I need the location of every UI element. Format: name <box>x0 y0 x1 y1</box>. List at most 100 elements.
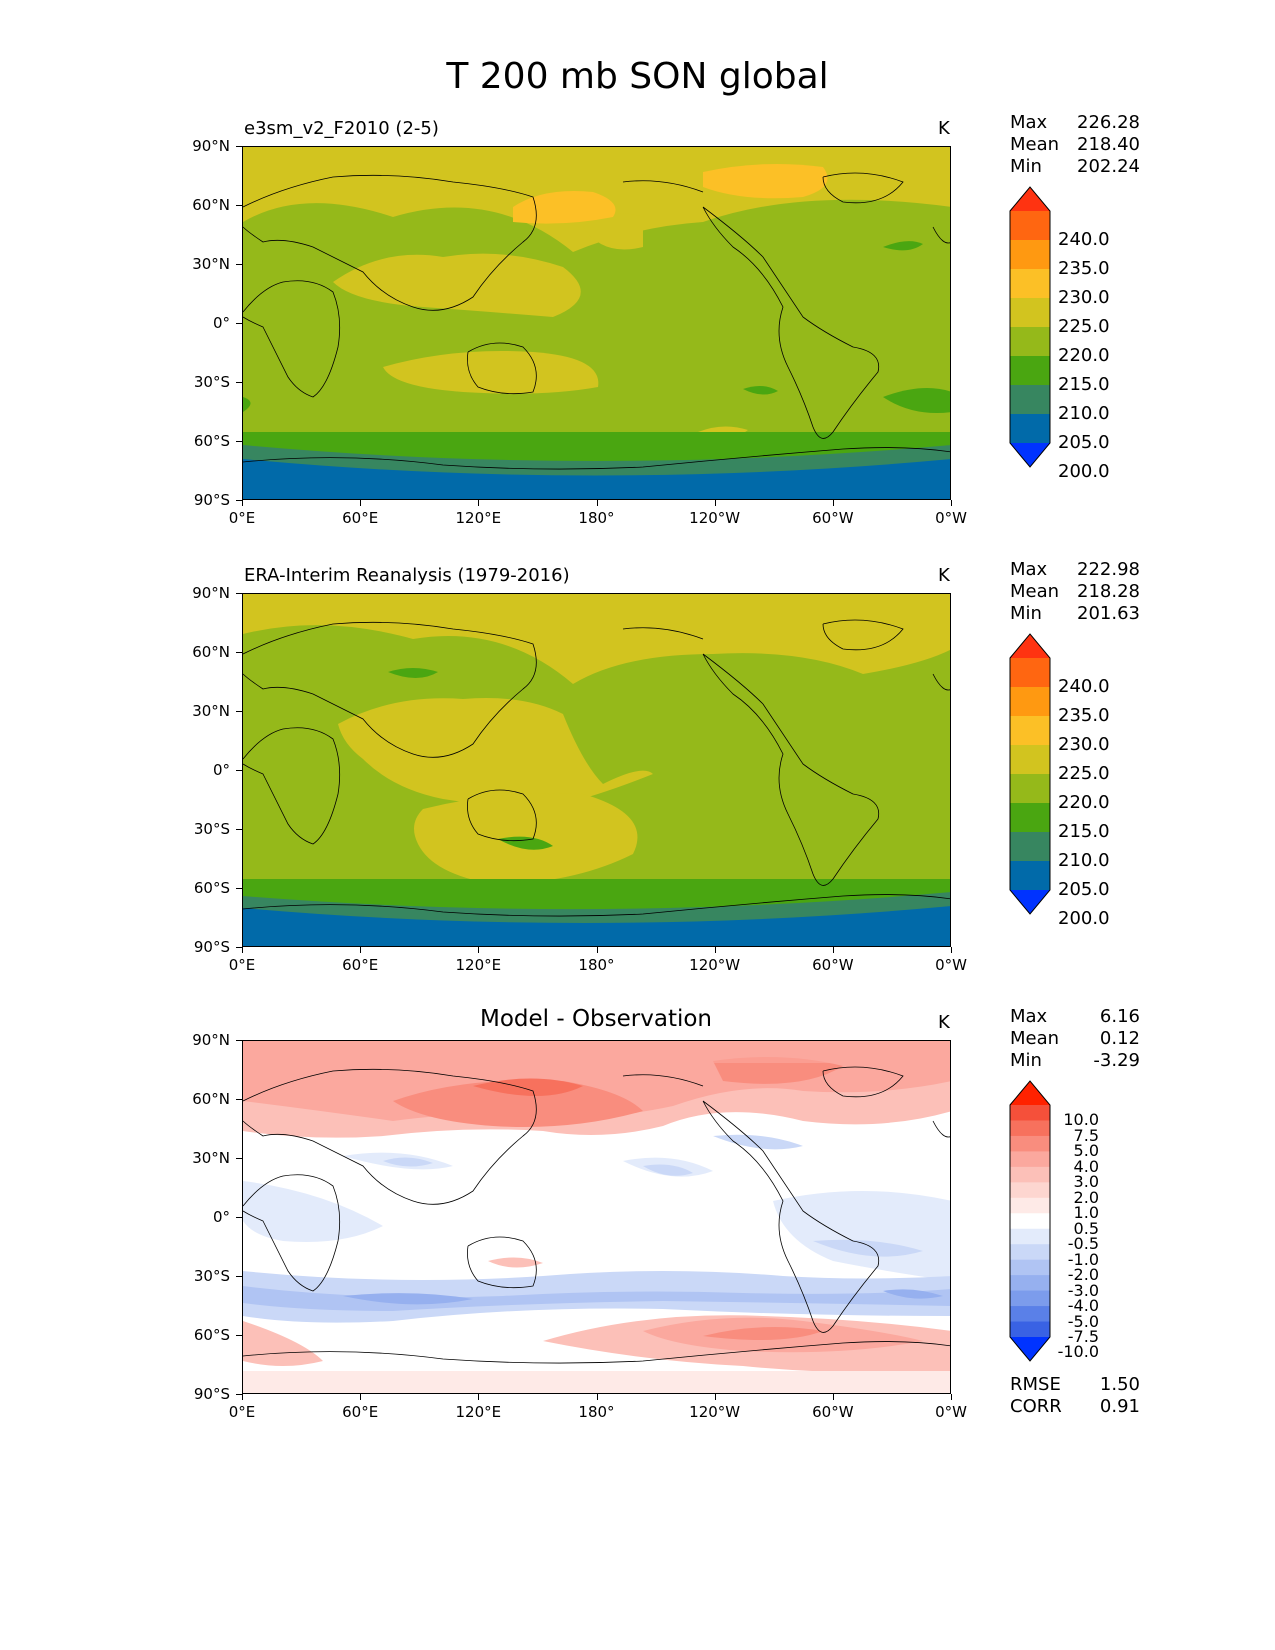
colorbar-tick-label: -0.5 <box>1067 1234 1099 1254</box>
x-tick-mark <box>478 1394 480 1400</box>
x-tick-mark <box>478 500 480 506</box>
colorbar-tick-label: 1.0 <box>1073 1203 1099 1223</box>
map-plot-difference <box>242 1040 951 1394</box>
stat-min-label: Min <box>1010 1050 1042 1071</box>
x-tick-label: 60°W <box>812 1403 854 1421</box>
stat-min-value: 202.24 <box>1077 156 1140 177</box>
map-plot-observation <box>242 593 951 947</box>
x-tick-mark <box>242 947 243 953</box>
colorbar-extend-max <box>1010 1081 1050 1105</box>
stat-min-label: Min <box>1010 156 1042 177</box>
stat-max-value: 6.16 <box>1099 1006 1140 1027</box>
colorbar-segment <box>1010 1228 1050 1245</box>
x-tick-label: 120°E <box>455 1403 502 1421</box>
colorbar-segment <box>1010 1244 1050 1261</box>
y-tick-label: 90°N <box>192 1031 230 1049</box>
stat-mean-label: Mean <box>1010 581 1060 602</box>
x-tick-mark <box>832 500 834 506</box>
colorbar-segment <box>1010 1182 1050 1199</box>
colorbar-tick-label: -4.0 <box>1067 1296 1099 1316</box>
colorbar-segment <box>1010 658 1050 688</box>
main-title: T 200 mb SON global <box>446 56 829 97</box>
colorbar-segment <box>1010 803 1050 833</box>
colorbar-tick-label: -2.0 <box>1067 1265 1099 1285</box>
x-tick-mark <box>832 1394 834 1400</box>
x-tick-label: 0°W <box>935 956 967 974</box>
y-tick-label: 60°S <box>193 432 230 450</box>
colorbar-tick-label: -10.0 <box>1057 1342 1099 1362</box>
rmse-value: 1.50 <box>1099 1374 1140 1395</box>
colorbar-tick-label: 200.0 <box>1058 461 1110 482</box>
stat-mean-label: Mean <box>1010 134 1060 155</box>
x-tick-mark <box>242 1394 243 1400</box>
y-tick-mark <box>236 264 242 265</box>
stat-mean-value: 0.12 <box>1099 1028 1140 1049</box>
x-tick-label: 120°W <box>689 1403 741 1421</box>
y-tick-mark <box>236 323 242 324</box>
x-tick-label: 0°E <box>228 956 256 974</box>
colorbar-extend-max <box>1010 634 1050 658</box>
colorbar-tick-label: 235.0 <box>1058 258 1110 279</box>
colorbar-outline <box>1009 1080 1051 1362</box>
y-tick-mark <box>236 711 242 712</box>
colorbar-segment <box>1010 327 1050 357</box>
y-tick-mark <box>236 1217 242 1218</box>
colorbar-outline <box>1009 633 1051 915</box>
colorbar-segment <box>1010 1197 1050 1214</box>
stat-max-value: 226.28 <box>1077 112 1140 133</box>
x-tick-mark <box>596 500 598 506</box>
x-tick-label: 0°W <box>935 509 967 527</box>
colorbar-segment <box>1010 1275 1050 1292</box>
map-plot-model <box>242 146 951 500</box>
x-tick-mark <box>714 1394 716 1400</box>
y-tick-mark <box>236 500 242 501</box>
units-label: K <box>938 118 950 139</box>
y-tick-label: 0° <box>212 761 230 779</box>
colorbar-extend-min <box>1010 443 1050 467</box>
units-label: K <box>938 565 950 586</box>
x-tick-mark <box>360 947 362 953</box>
x-tick-label: 0°W <box>935 1403 967 1421</box>
colorbar-tick-label: 230.0 <box>1058 734 1110 755</box>
colorbar-segment <box>1010 1306 1050 1323</box>
colorbar-extend-max <box>1010 187 1050 211</box>
skill-scores: RMSE 1.50 CORR 0.91 <box>1010 1374 1140 1418</box>
colorbar-segment <box>1010 687 1050 717</box>
corr-value: 0.91 <box>1099 1396 1140 1417</box>
stat-min-value: -3.29 <box>1093 1050 1140 1071</box>
stats-block: Max 226.28 Mean 218.40 Min 202.24 <box>1010 112 1140 178</box>
colorbar <box>1009 186 1051 468</box>
y-tick-mark <box>236 593 242 594</box>
x-tick-label: 0°E <box>228 509 256 527</box>
y-tick-label: 90°N <box>192 584 230 602</box>
y-tick-mark <box>236 382 242 383</box>
x-tick-label: 60°E <box>342 956 379 974</box>
x-tick-label: 0°E <box>228 1403 256 1421</box>
x-tick-mark <box>360 1394 362 1400</box>
colorbar-tick-label: 205.0 <box>1058 879 1110 900</box>
colorbar-tick-label: 220.0 <box>1058 792 1110 813</box>
colorbar-tick-label: 215.0 <box>1058 821 1110 842</box>
panel-title: e3sm_v2_F2010 (2-5) <box>244 118 439 139</box>
x-tick-label: 60°W <box>812 956 854 974</box>
y-tick-mark <box>236 947 242 948</box>
colorbar-segment <box>1010 861 1050 891</box>
colorbar-segment <box>1010 1259 1050 1276</box>
colorbar-segment <box>1010 269 1050 299</box>
colorbar-extend-min <box>1010 890 1050 914</box>
x-tick-mark <box>951 1394 952 1400</box>
colorbar-tick-label: -3.0 <box>1067 1280 1099 1300</box>
colorbar-tick-label: 220.0 <box>1058 345 1110 366</box>
colorbar-tick-label: 240.0 <box>1058 676 1110 697</box>
x-tick-mark <box>951 947 952 953</box>
colorbar-tick-label: 210.0 <box>1058 403 1110 424</box>
y-tick-label: 0° <box>212 314 230 332</box>
y-tick-mark <box>236 1394 242 1395</box>
y-tick-mark <box>236 1099 242 1100</box>
y-tick-label: 30°S <box>193 820 230 838</box>
colorbar-tick-label: 205.0 <box>1058 432 1110 453</box>
y-tick-label: 60°N <box>192 196 230 214</box>
colorbar-segment <box>1010 832 1050 862</box>
y-tick-mark <box>236 1276 242 1277</box>
y-tick-mark <box>236 829 242 830</box>
